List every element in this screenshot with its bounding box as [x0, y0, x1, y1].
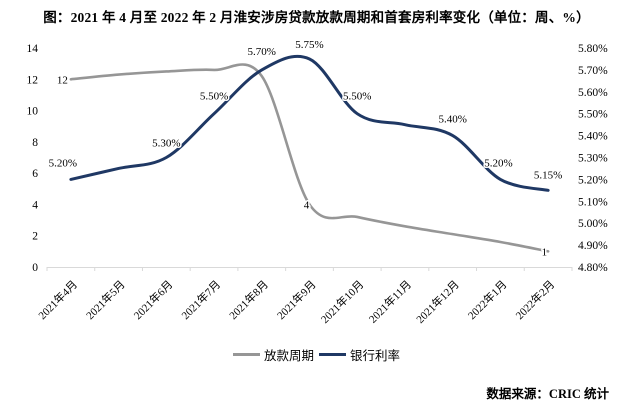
x-axis-label: 2022年1月: [465, 277, 510, 322]
data-label: 5.40%: [438, 114, 466, 126]
y-axis-left-tick-label: 0: [32, 262, 38, 274]
y-axis-right-tick-label: 5.70%: [578, 65, 608, 77]
x-axis-label: 2021年4月: [35, 277, 80, 322]
data-label: 5.70%: [248, 46, 276, 58]
y-axis-right-tick-label: 5.80%: [578, 43, 608, 55]
y-axis-right-tick-label: 5.10%: [578, 196, 608, 208]
bank-rate-line: [69, 54, 550, 192]
y-axis-right-tick-label: 5.50%: [578, 109, 608, 121]
bank-rate-line-swatch: [319, 353, 346, 356]
data-label: 5.75%: [295, 39, 323, 51]
x-axis-label: 2021年11月: [366, 277, 415, 326]
y-axis-left-tick-label: 8: [32, 137, 38, 149]
data-label: 5.15%: [534, 169, 562, 181]
x-axis-label: 2021年5月: [83, 277, 128, 322]
chart-title: 图：2021 年 4 月至 2022 年 2 月淮安涉房贷款放款周期和首套房利率…: [43, 10, 590, 25]
loan-cycle-line-swatch: [232, 353, 260, 356]
x-axis-label: 2021年9月: [274, 277, 319, 322]
y-axis-left-tick-label: 6: [32, 168, 38, 180]
legend: 放款周期 银行利率: [0, 345, 633, 364]
data-label: 5.30%: [152, 138, 180, 150]
y-axis-right-tick-label: 5.60%: [578, 87, 608, 99]
x-axis-label: 2021年7月: [178, 277, 223, 322]
y-axis-right-tick-label: 4.80%: [578, 262, 608, 274]
data-label: 5.50%: [343, 91, 371, 103]
data-label: 5.50%: [200, 91, 228, 103]
legend-item-loan-cycle: 放款周期: [232, 345, 314, 364]
line-chart: 2021年4月 2021年5月 2021年6月 2021年7月 2021年8月 2021年…: [27, 37, 609, 326]
x-axis-label: 2022年2月: [512, 277, 557, 322]
x-axis-label: 2021年12月: [413, 277, 462, 326]
y-axis-right-tick-label: 5.40%: [578, 131, 608, 143]
y-axis-left-tick-label: 2: [32, 231, 38, 243]
data-label: 4: [304, 199, 310, 211]
y-axis-left-tick-label: 10: [27, 106, 39, 118]
legend-label-bank-rate: 银行利率: [350, 349, 401, 363]
legend-label-loan-cycle: 放款周期: [263, 349, 314, 363]
data-label: 12: [57, 74, 68, 86]
x-axis-label: 2021年10月: [318, 277, 367, 326]
y-axis-left-tick-label: 12: [27, 74, 39, 86]
data-source: 数据来源：CRIC 统计: [486, 387, 609, 401]
legend-item-bank-rate: 银行利率: [319, 345, 400, 364]
y-axis-left-tick-label: 4: [32, 199, 38, 211]
x-axis-label: 2021年6月: [131, 277, 176, 322]
y-axis-right-tick-label: 5.00%: [578, 218, 608, 230]
y-axis-right-tick-label: 5.30%: [578, 153, 608, 165]
data-label: 5.20%: [49, 157, 77, 169]
data-label: 5.20%: [484, 157, 512, 169]
x-axis-label: 2021年8月: [226, 277, 271, 322]
loan-cycle-line: [69, 63, 550, 253]
y-axis-left-tick-label: 14: [27, 43, 39, 55]
y-axis-right-tick-label: 4.90%: [578, 240, 608, 252]
data-label: 1: [542, 246, 548, 258]
y-axis-right-tick-label: 5.20%: [578, 174, 608, 186]
